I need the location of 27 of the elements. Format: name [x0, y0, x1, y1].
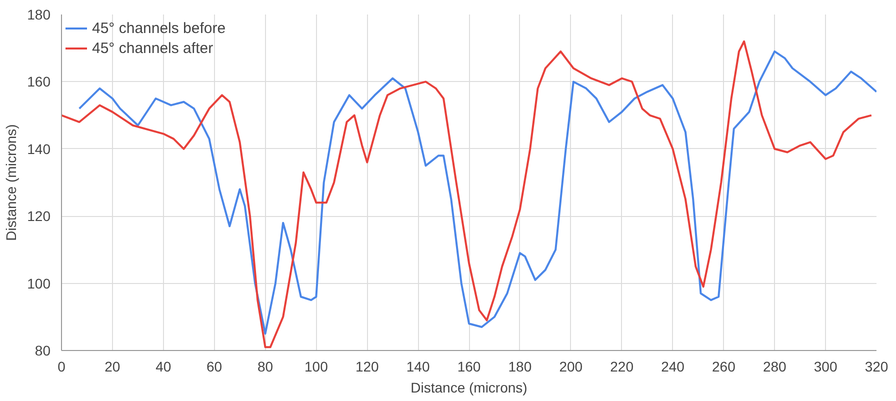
y-tick-label: 180: [27, 6, 51, 22]
y-axis-title: Distance (microns): [3, 124, 20, 241]
x-tick-label: 320: [864, 358, 888, 374]
x-tick-label: 300: [814, 358, 838, 374]
x-tick-label: 200: [559, 358, 583, 374]
x-tick-label: 160: [457, 358, 481, 374]
x-tick-label: 220: [610, 358, 634, 374]
y-tick-label: 120: [27, 208, 51, 224]
x-tick-label: 100: [304, 358, 328, 374]
y-tick-label: 80: [34, 342, 51, 358]
x-axis-title: Distance (microns): [410, 380, 528, 396]
x-tick-label: 60: [206, 358, 222, 374]
x-tick-label: 20: [104, 358, 120, 374]
x-tick-label: 280: [762, 358, 787, 374]
x-tick-label: 80: [257, 358, 274, 374]
x-tick-label: 120: [355, 358, 380, 374]
x-tick-label: 240: [661, 358, 685, 374]
legend-label: 45° channels before: [92, 20, 226, 36]
x-tick-label: 40: [156, 358, 172, 374]
x-tick-label: 140: [406, 358, 430, 374]
x-tick-label: 0: [58, 358, 66, 374]
y-tick-label: 100: [27, 275, 51, 292]
x-tick-label: 260: [712, 358, 736, 374]
y-tick-label: 160: [27, 74, 51, 90]
x-tick-label: 180: [508, 358, 532, 374]
legend-label: 45° channels after: [92, 40, 214, 56]
y-tick-label: 140: [27, 140, 51, 157]
